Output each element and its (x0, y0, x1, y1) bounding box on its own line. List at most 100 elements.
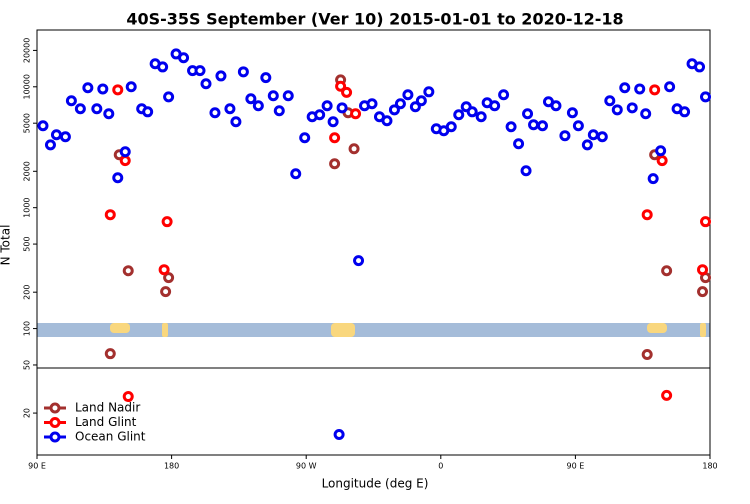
legend-label: Land Glint (75, 415, 137, 429)
marker (44, 139, 56, 151)
marker (348, 143, 360, 155)
marker (200, 78, 212, 90)
marker (528, 119, 540, 131)
y-tick-label: 10000 (23, 74, 32, 99)
marker (104, 348, 116, 360)
marker (581, 139, 593, 151)
x-tick-label: 0 (438, 462, 443, 471)
marker (566, 107, 578, 119)
marker (661, 389, 673, 401)
marker (611, 104, 623, 116)
marker (596, 131, 608, 143)
marker (163, 91, 175, 103)
marker (661, 265, 673, 277)
marker (333, 428, 345, 440)
marker (327, 116, 339, 128)
marker (353, 255, 365, 267)
marker (59, 131, 71, 143)
marker (335, 80, 347, 92)
marker (656, 155, 668, 167)
marker (394, 98, 406, 110)
y-tick-label: 20 (23, 408, 32, 418)
marker (299, 132, 311, 144)
marker (194, 65, 206, 77)
marker (641, 349, 653, 361)
marker (119, 155, 131, 167)
marker (700, 216, 712, 228)
y-tick-label: 5000 (23, 113, 32, 133)
marker (536, 120, 548, 132)
marker (273, 105, 285, 117)
marker (282, 90, 294, 102)
marker (230, 116, 242, 128)
plot-frame (36, 29, 711, 456)
marker (513, 138, 525, 150)
marker (336, 102, 348, 114)
marker (321, 100, 333, 112)
marker (252, 100, 264, 112)
marker (341, 86, 353, 98)
x-tick-label: 180 (164, 462, 179, 471)
legend-label: Ocean Glint (75, 430, 146, 444)
marker (647, 173, 659, 185)
marker (103, 108, 115, 120)
x-tick-label: 90 E (28, 462, 46, 471)
marker (112, 172, 124, 184)
y-axis-label: N Total (0, 225, 13, 266)
marker (634, 83, 646, 95)
marker (97, 83, 109, 95)
marker (112, 84, 124, 96)
marker (74, 103, 86, 115)
marker (224, 103, 236, 115)
marker (640, 108, 652, 120)
marker (694, 61, 706, 73)
marker (559, 130, 571, 142)
marker (505, 121, 517, 133)
map-strip (37, 323, 710, 337)
marker (142, 106, 154, 118)
y-tick-label: 100 (23, 321, 32, 336)
marker (157, 61, 169, 73)
y-tick-label: 50 (23, 360, 32, 370)
legend-marker (49, 431, 61, 443)
marker (65, 95, 77, 107)
marker (163, 272, 175, 284)
y-tick-label: 1000 (23, 198, 32, 218)
marker (489, 100, 501, 112)
marker (82, 82, 94, 94)
x-axis-label: Longitude (deg E) (322, 477, 429, 491)
chart-title: 40S-35S September (Ver 10) 2015-01-01 to… (126, 10, 623, 29)
marker (520, 165, 532, 177)
marker (37, 120, 49, 132)
marker (160, 286, 172, 298)
marker (122, 265, 134, 277)
marker (388, 104, 400, 116)
marker (91, 103, 103, 115)
marker (314, 109, 326, 121)
marker (350, 108, 362, 120)
marker (522, 108, 534, 120)
marker (641, 209, 653, 221)
marker (381, 115, 393, 127)
marker (158, 264, 170, 276)
y-tick-label: 2000 (23, 161, 32, 181)
marker (290, 168, 302, 180)
x-tick-label: 90 E (567, 462, 585, 471)
y-tick-label: 500 (23, 236, 32, 251)
marker (655, 145, 667, 157)
marker (697, 286, 709, 298)
marker (402, 89, 414, 101)
marker (475, 111, 487, 123)
marker (415, 95, 427, 107)
marker (104, 209, 116, 221)
marker (119, 146, 131, 158)
marker (122, 391, 134, 403)
marker (237, 66, 249, 78)
marker (466, 106, 478, 118)
marker (329, 132, 341, 144)
marker (445, 121, 457, 133)
x-tick-label: 180 (702, 462, 717, 471)
y-tick-label: 20000 (23, 38, 32, 63)
marker (178, 52, 190, 64)
